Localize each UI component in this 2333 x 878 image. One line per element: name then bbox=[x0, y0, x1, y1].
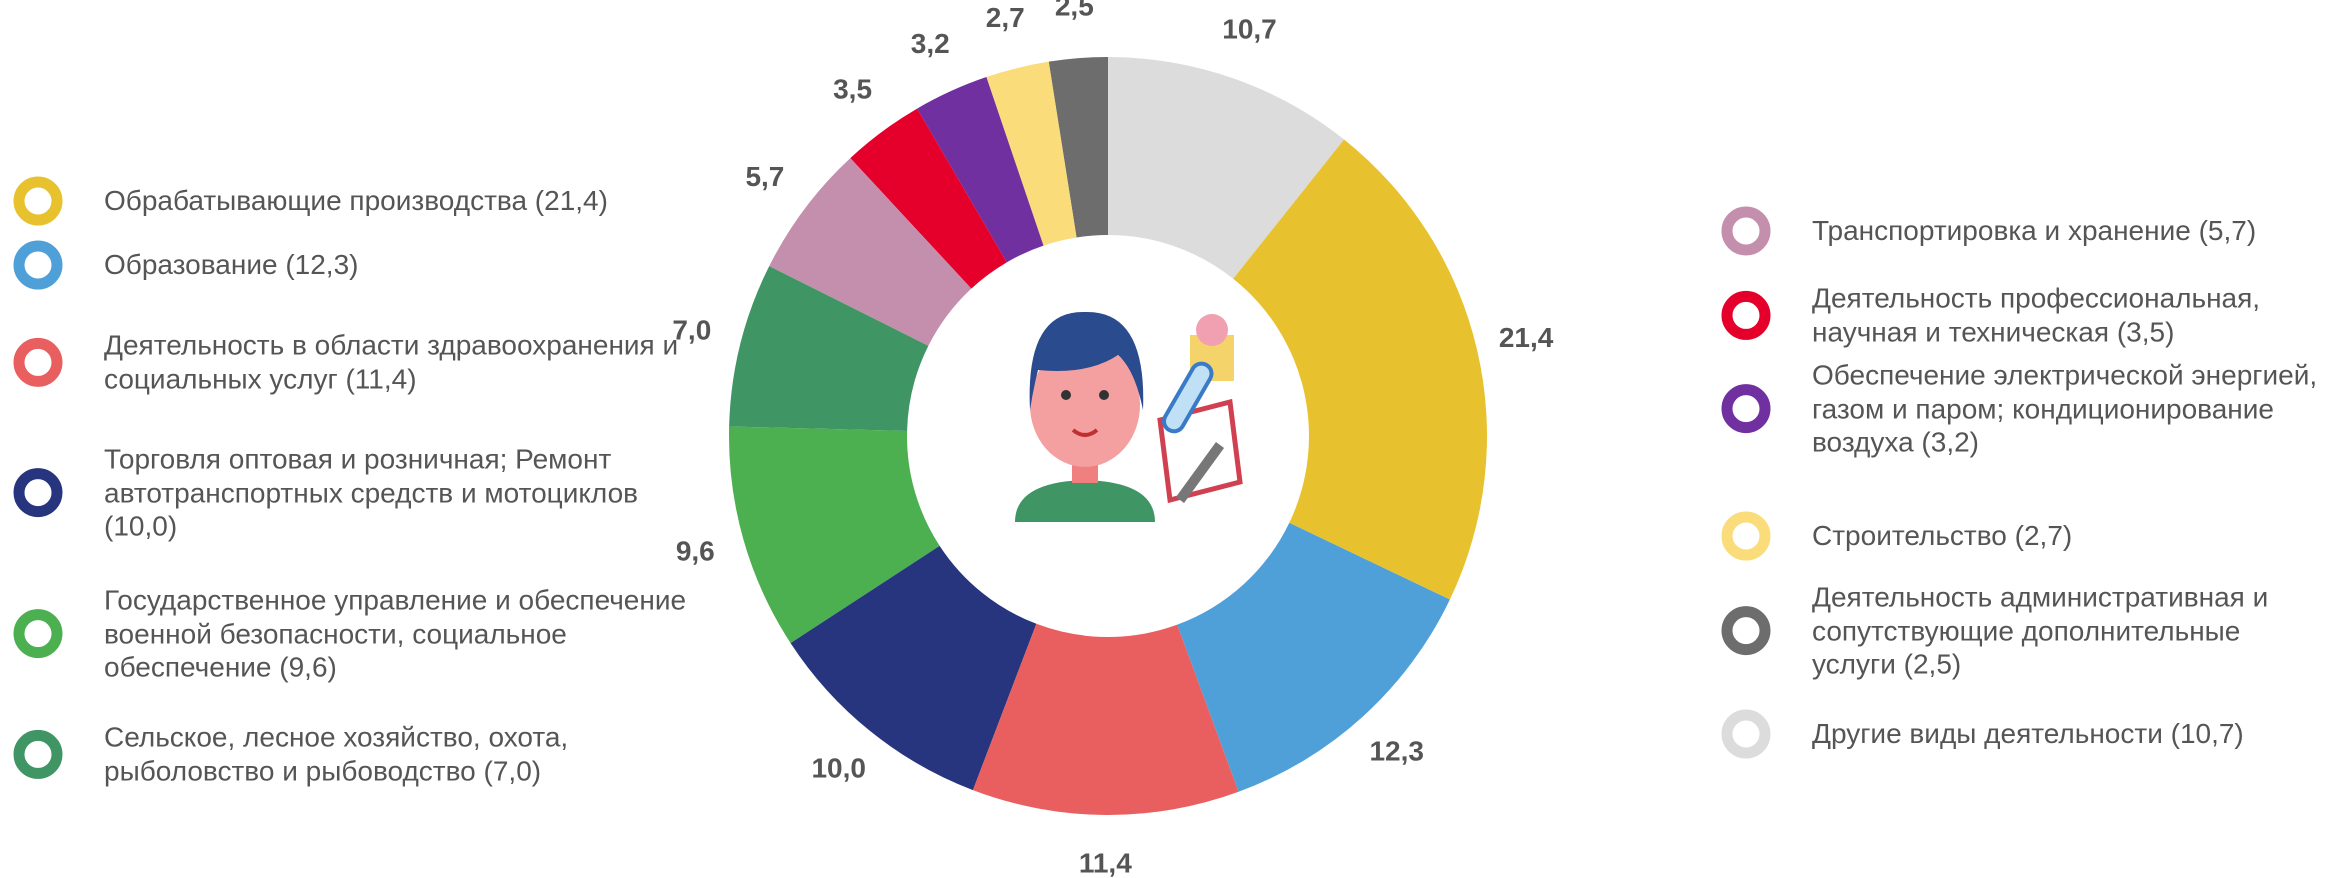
legend-marker bbox=[12, 467, 64, 519]
legend-label: Строительство (2,7) bbox=[1812, 519, 2332, 553]
legend-ring bbox=[19, 615, 57, 653]
page: 21,412,311,410,09,67,05,73,53,22,72,510,… bbox=[0, 0, 2333, 878]
legend-marker bbox=[12, 336, 64, 388]
value-label: 3,5 bbox=[833, 74, 872, 105]
legend-item: Деятельность профессиональная, научная и… bbox=[1720, 281, 2332, 348]
legend-ring bbox=[19, 246, 57, 284]
legend-ring bbox=[19, 182, 57, 220]
value-label: 2,7 bbox=[986, 2, 1025, 33]
legend-label: Обеспечение электрической энергией, газо… bbox=[1812, 359, 2332, 460]
legend-label: Обрабатывающие производства (21,4) bbox=[104, 184, 694, 218]
value-label: 12,3 bbox=[1369, 736, 1424, 767]
legend-ring bbox=[19, 343, 57, 381]
legend-ring bbox=[19, 735, 57, 773]
legend-label: Образование (12,3) bbox=[104, 248, 694, 282]
legend-marker bbox=[12, 239, 64, 291]
legend-label: Другие виды деятельности (10,7) bbox=[1812, 717, 2332, 751]
legend-marker bbox=[1720, 510, 1772, 562]
legend-label: Сельское, лесное хозяйство, охота, рыбол… bbox=[104, 720, 694, 787]
legend-label: Деятельность профессиональная, научная и… bbox=[1812, 281, 2332, 348]
legend-marker bbox=[12, 175, 64, 227]
legend-label: Деятельность в области здравоохранения и… bbox=[104, 328, 694, 395]
legend-item: Деятельность административная и сопутств… bbox=[1720, 581, 2332, 682]
legend-marker bbox=[1720, 205, 1772, 257]
legend-item: Деятельность в области здравоохранения и… bbox=[12, 328, 694, 395]
legend-ring bbox=[1727, 390, 1765, 428]
legend-ring bbox=[1727, 612, 1765, 650]
legend-item: Строительство (2,7) bbox=[1720, 510, 2332, 562]
legend-marker bbox=[12, 728, 64, 780]
legend-item: Торговля оптовая и розничная; Ремонт авт… bbox=[12, 443, 694, 544]
legend-item: Другие виды деятельности (10,7) bbox=[1720, 708, 2332, 760]
legend-item: Сельское, лесное хозяйство, охота, рыбол… bbox=[12, 720, 694, 787]
legend-marker bbox=[1720, 383, 1772, 435]
value-label: 10,7 bbox=[1222, 13, 1277, 44]
legend-item: Обрабатывающие производства (21,4) bbox=[12, 175, 694, 227]
legend-ring bbox=[1727, 212, 1765, 250]
legend-ring bbox=[1727, 715, 1765, 753]
legend-label: Деятельность административная и сопутств… bbox=[1812, 581, 2332, 682]
value-label: 2,5 bbox=[1055, 0, 1094, 22]
legend-item: Государственное управление и обеспечение… bbox=[12, 584, 694, 685]
legend-ring bbox=[19, 474, 57, 512]
legend-item: Транспортировка и хранение (5,7) bbox=[1720, 205, 2332, 257]
legend-item: Образование (12,3) bbox=[12, 239, 694, 291]
legend-label: Торговля оптовая и розничная; Ремонт авт… bbox=[104, 443, 694, 544]
legend-ring bbox=[1727, 517, 1765, 555]
legend-label: Транспортировка и хранение (5,7) bbox=[1812, 214, 2332, 248]
value-label: 5,7 bbox=[745, 161, 784, 192]
value-label: 10,0 bbox=[811, 752, 866, 783]
legend-label: Государственное управление и обеспечение… bbox=[104, 584, 694, 685]
legend-marker bbox=[1720, 289, 1772, 341]
center-icon bbox=[1015, 312, 1240, 522]
value-label: 3,2 bbox=[911, 28, 950, 59]
legend-marker bbox=[1720, 708, 1772, 760]
legend-marker bbox=[1720, 605, 1772, 657]
value-label: 21,4 bbox=[1499, 322, 1554, 353]
legend-ring bbox=[1727, 296, 1765, 334]
value-label: 11,4 bbox=[1079, 847, 1132, 878]
legend-item: Обеспечение электрической энергией, газо… bbox=[1720, 359, 2332, 460]
legend-marker bbox=[12, 608, 64, 660]
